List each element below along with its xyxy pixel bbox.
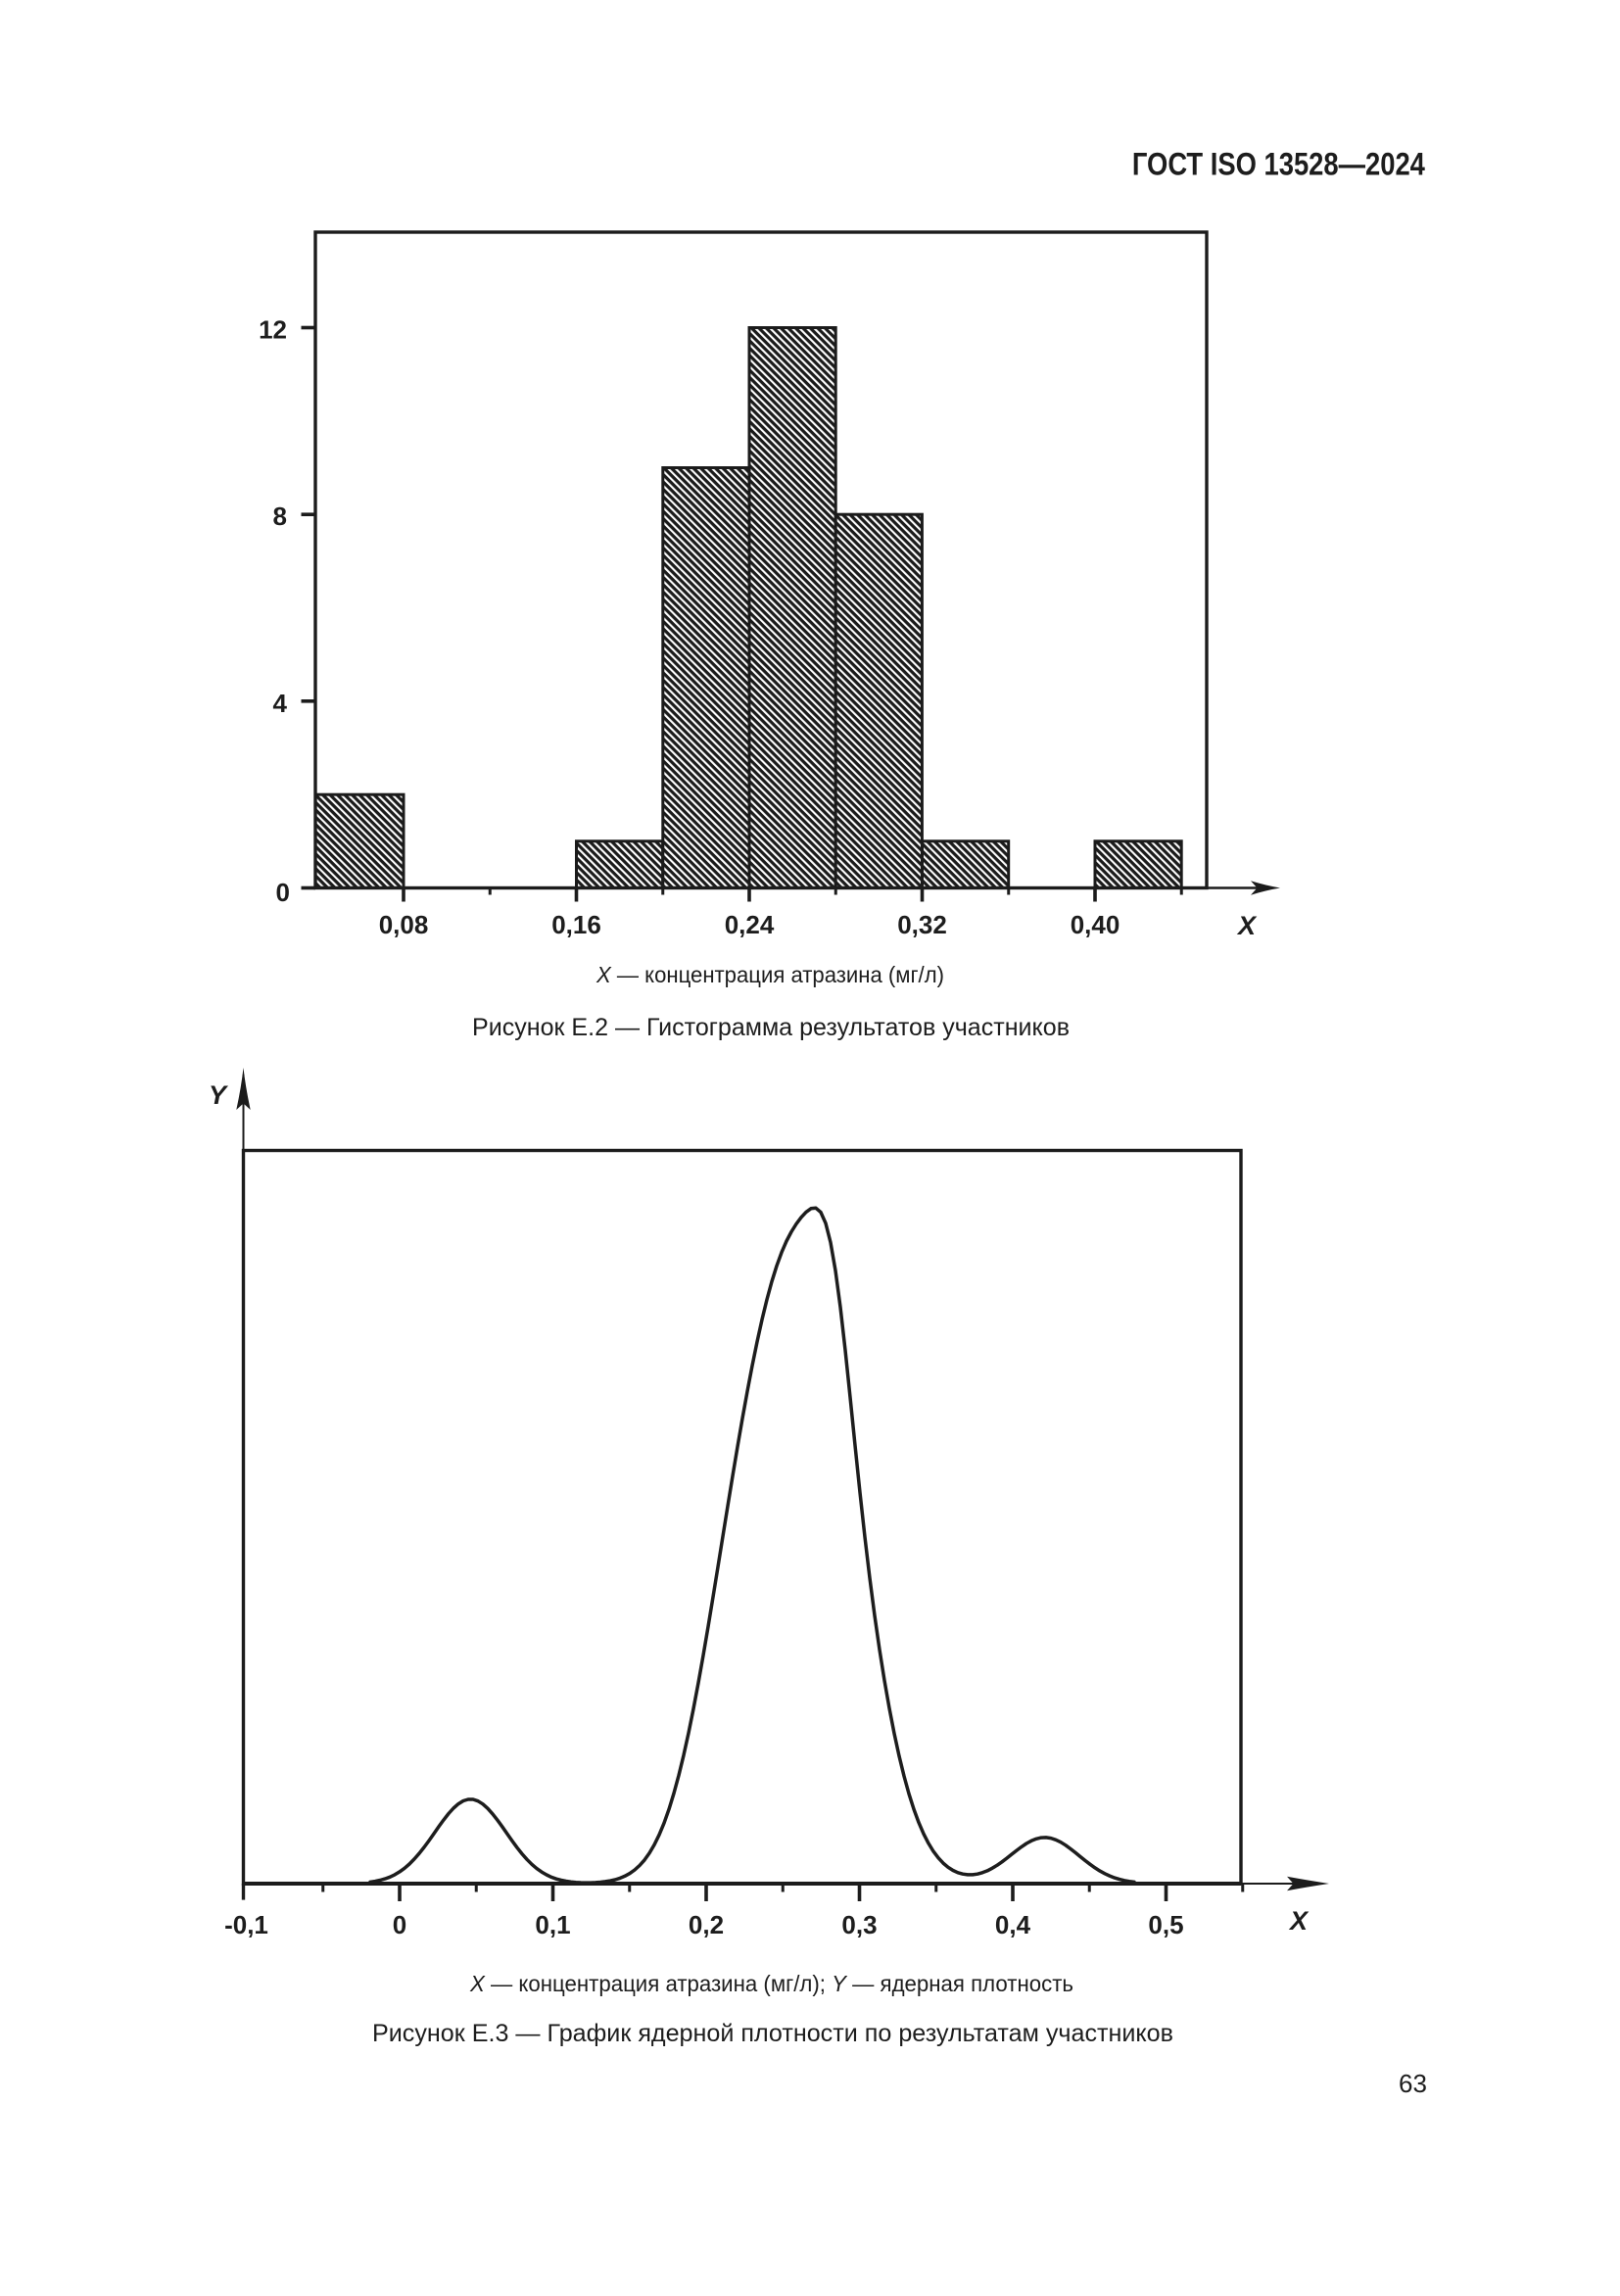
svg-text:X: X xyxy=(1288,1906,1310,1936)
svg-text:X — концентрация атразина (мг/: X — концентрация атразина (мг/л) xyxy=(596,962,944,987)
svg-text:0,5: 0,5 xyxy=(1148,1910,1183,1939)
svg-text:0,4: 0,4 xyxy=(995,1910,1031,1939)
svg-text:0,3: 0,3 xyxy=(841,1910,877,1939)
svg-text:8: 8 xyxy=(273,502,287,531)
svg-text:0: 0 xyxy=(276,878,290,907)
svg-text:0,08: 0,08 xyxy=(379,910,429,939)
svg-text:12: 12 xyxy=(259,315,287,345)
svg-text:-0,1: -0,1 xyxy=(224,1910,268,1939)
svg-text:X — концентрация атразина (мг/: X — концентрация атразина (мг/л); Y — яд… xyxy=(469,1971,1073,1996)
svg-text:0,16: 0,16 xyxy=(551,910,601,939)
svg-text:63: 63 xyxy=(1399,2069,1427,2098)
svg-text:0,32: 0,32 xyxy=(897,910,947,939)
svg-text:0,40: 0,40 xyxy=(1071,910,1120,939)
svg-text:0,24: 0,24 xyxy=(725,910,775,939)
svg-text:Рисунок Е.2 — Гистограмма резу: Рисунок Е.2 — Гистограмма результатов уч… xyxy=(472,1014,1070,1041)
svg-text:0: 0 xyxy=(393,1910,406,1939)
svg-text:4: 4 xyxy=(273,689,288,718)
svg-text:Рисунок Е.3 — График ядерной п: Рисунок Е.3 — График ядерной плотности п… xyxy=(372,2020,1173,2047)
svg-text:0,1: 0,1 xyxy=(535,1910,570,1939)
svg-text:0,2: 0,2 xyxy=(689,1910,724,1939)
svg-text:ГОСТ ISO 13528—2024: ГОСТ ISO 13528—2024 xyxy=(1132,147,1425,182)
svg-text:X: X xyxy=(1236,911,1258,940)
svg-text:Y: Y xyxy=(209,1080,229,1110)
